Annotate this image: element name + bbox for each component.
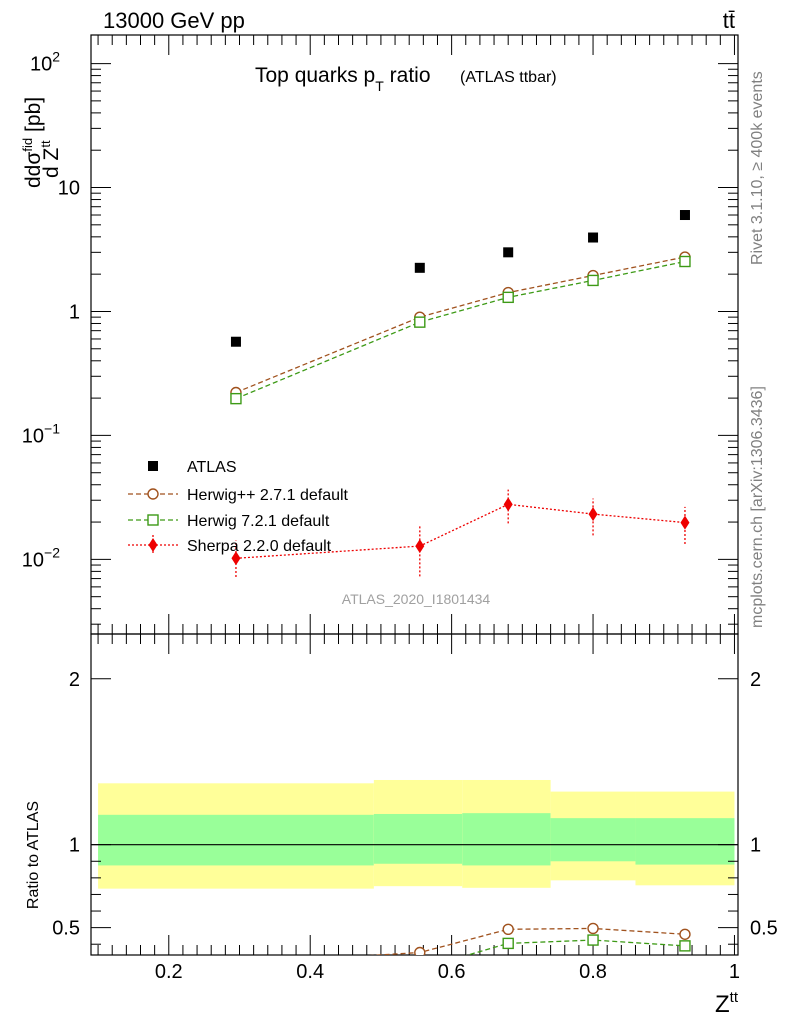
ratio-line <box>465 939 686 955</box>
ratio-y-tick-label: 2 <box>69 669 80 691</box>
series-3 <box>231 489 690 578</box>
legend-label: ATLAS <box>187 459 237 476</box>
y-tick-label: 10 <box>58 178 80 200</box>
series-line <box>235 256 686 394</box>
svg-text:ddσfid[pb]: ddσfid[pb] <box>20 97 45 188</box>
ratio-y-tick-label-right: 2 <box>750 669 761 691</box>
uncertainty-band-inner <box>550 818 636 862</box>
uncertainty-band-inner <box>635 818 735 865</box>
plot-title-tag: (ATLAS ttbar) <box>460 69 557 86</box>
data-point <box>679 255 691 268</box>
x-tick-label: 0.8 <box>579 961 607 983</box>
svg-text:d Ztt: d Ztt <box>38 140 63 178</box>
y-axis-label: ddσfid[pb] d Ztt <box>20 97 63 188</box>
legend-item: Herwig 7.2.1 default <box>128 513 330 530</box>
legend-item: Sherpa 2.2.0 default <box>128 535 332 555</box>
series-1 <box>230 251 691 399</box>
data-point <box>680 515 690 530</box>
ratio-point <box>502 937 514 950</box>
uncertainty-band-inner <box>373 813 463 864</box>
data-point <box>588 507 598 522</box>
process-label: tt̄ <box>723 8 735 33</box>
ratio-y-tick-label: 0.5 <box>52 918 80 940</box>
plot-title: Top quarks pT ratio <box>255 64 431 94</box>
uncertainty-band-inner <box>462 813 551 866</box>
data-point <box>415 539 425 554</box>
ratio-y-axis-label: Ratio to ATLAS <box>25 801 42 909</box>
legend-marker <box>148 461 158 471</box>
analysis-label: ATLAS_2020_I1801434 <box>342 591 491 607</box>
ratio-y-tick-label: 1 <box>69 835 80 857</box>
uncertainty-band-inner <box>98 814 374 866</box>
y-tick-label: 102 <box>30 49 60 76</box>
y-tick-label: 10−2 <box>22 544 60 571</box>
data-point <box>503 247 514 258</box>
data-point <box>503 497 513 512</box>
ratio-panel: 0.5 0.5 1 1 2 2 0.2 0.4 0.6 0.8 1 Ratio to ATLAS Z… <box>25 633 778 1018</box>
data-point <box>502 291 514 304</box>
data-point <box>230 392 242 405</box>
legend-marker <box>147 514 159 526</box>
x-axis-label: Ztt <box>715 989 739 1018</box>
rivet-label: Rivet 3.1.10, ≥ 400k events <box>749 71 766 265</box>
data-point <box>414 262 425 273</box>
y-tick-label: 10−1 <box>22 420 60 447</box>
ratio-frame <box>90 633 739 956</box>
ratio-point <box>679 940 691 952</box>
y-tick-label: 1 <box>69 301 80 323</box>
source-label: mcplots.cern.ch [arXiv:1306.3436] <box>749 386 766 628</box>
legend: ATLAS Herwig++ 2.7.1 default Herwig 7.2.1 … <box>128 459 349 555</box>
x-tick-label: 0.2 <box>155 961 183 983</box>
data-point <box>230 336 241 347</box>
ratio-point <box>502 923 514 935</box>
legend-label: Herwig++ 2.7.1 default <box>187 487 349 504</box>
legend-label: Sherpa 2.2.0 default <box>187 538 332 555</box>
legend-marker <box>148 538 158 552</box>
ratio-y-tick-label-right: 0.5 <box>750 918 778 940</box>
ratio-point <box>587 922 599 935</box>
energy-label: 13000 GeV pp <box>103 8 245 33</box>
x-tick-label: 0.4 <box>296 961 324 983</box>
legend-item: ATLAS <box>148 459 237 476</box>
x-tick-label: 0.6 <box>438 961 466 983</box>
data-point <box>587 274 599 287</box>
ratio-point <box>679 928 691 940</box>
ratio-series-1 <box>465 934 691 955</box>
data-point <box>231 551 241 566</box>
ratio-line <box>368 927 686 955</box>
series-line <box>235 260 686 400</box>
legend-marker <box>147 488 159 500</box>
series-2 <box>230 255 691 405</box>
ratio-point <box>414 946 426 955</box>
data-point <box>679 210 690 221</box>
x-tick-label: 1 <box>729 961 740 983</box>
series-0 <box>230 210 690 347</box>
main-panel: Top quarks pT ratio (ATLAS ttbar) ddσfid… <box>20 34 739 635</box>
legend-label: Herwig 7.2.1 default <box>187 513 330 530</box>
data-point <box>414 316 426 328</box>
ratio-point <box>587 934 599 946</box>
ratio-series-0 <box>368 922 691 955</box>
data-point <box>588 232 599 243</box>
legend-item: Herwig++ 2.7.1 default <box>128 487 349 504</box>
ratio-y-tick-label-right: 1 <box>750 835 761 857</box>
